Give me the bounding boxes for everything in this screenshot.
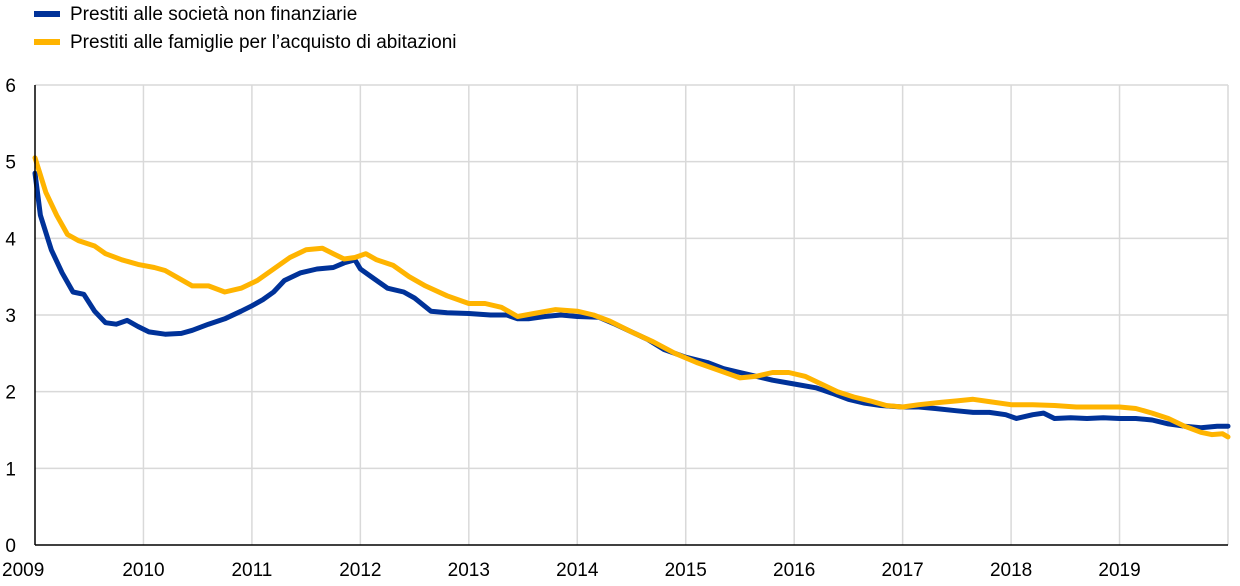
y-tick-label: 5 — [5, 153, 16, 174]
axes — [34, 85, 1228, 546]
y-axis-tick-labels: 0 1 2 3 4 5 6 — [5, 76, 16, 557]
series-line-housing-loans — [32, 155, 1231, 440]
series-layer — [32, 155, 1231, 440]
x-tick-label: 2018 — [990, 560, 1032, 581]
x-tick-label: 2015 — [665, 560, 707, 581]
x-tick-label: 2013 — [448, 560, 490, 581]
y-tick-label: 3 — [5, 306, 16, 327]
x-tick-label: 2014 — [556, 560, 599, 581]
legend-label-corporate-loans: Prestiti alle società non finanziarie — [70, 4, 357, 25]
y-tick-label: 0 — [5, 536, 16, 557]
x-axis-tick-labels: 2009 2010 2011 2012 2013 2014 2015 2016 2017 2018… — [2, 560, 1141, 581]
y-tick-label: 1 — [5, 459, 16, 480]
x-tick-label: 2017 — [881, 560, 923, 581]
grid-lines — [35, 84, 1229, 545]
x-tick-label: 2019 — [1098, 560, 1140, 581]
x-tick-label: 2010 — [122, 560, 164, 581]
x-tick-label: 2011 — [231, 560, 272, 581]
y-tick-label: 2 — [5, 383, 16, 404]
x-tick-label: 2012 — [339, 560, 381, 581]
legend: Prestiti alle società non finanziarie Pr… — [34, 4, 457, 53]
y-tick-label: 4 — [5, 229, 16, 250]
y-tick-label: 6 — [5, 76, 16, 97]
series-line-corporate-loans — [32, 170, 1231, 431]
legend-label-housing-loans: Prestiti alle famiglie per l’acquisto di… — [70, 32, 457, 53]
x-tick-label: 2009 — [2, 560, 44, 581]
x-tick-label: 2016 — [773, 560, 815, 581]
